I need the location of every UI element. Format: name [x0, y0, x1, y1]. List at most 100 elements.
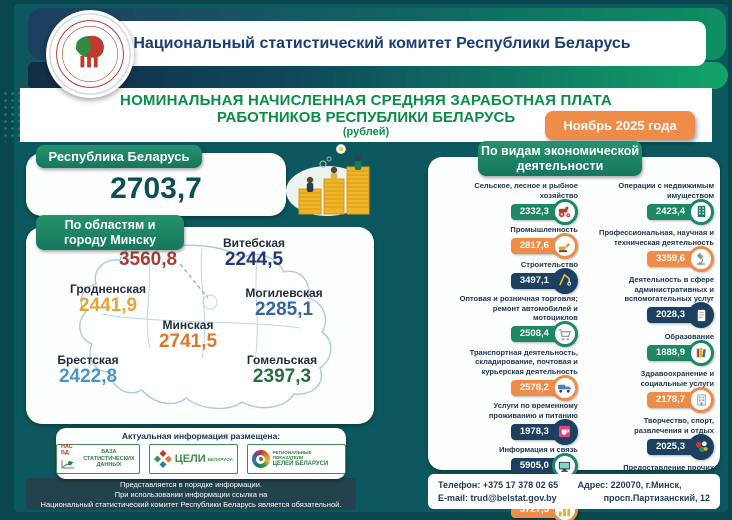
activity-label: Образование: [664, 331, 714, 341]
activities-card: Сельское, лесное и рыбное хозяйство 2332…: [428, 157, 720, 520]
activity-item: Профессиональная, научная и техническая …: [582, 228, 714, 272]
activity-item: Строительство 3497,1: [434, 259, 578, 294]
contact-address-line2: просп.Партизанский, 12: [603, 492, 710, 503]
header-title-bar: Национальный статистический комитет Респ…: [58, 21, 706, 66]
mini-chart-icon: [61, 460, 74, 469]
activity-label: Деятельность в сфере административных и …: [624, 275, 714, 303]
regional-goals-line2: ЦЕЛЕЙ БЕЛАРУСИ: [272, 460, 329, 467]
goals-sublabel: БЕЛАРУСИ: [207, 456, 233, 462]
contact-phone: Телефон: +375 17 378 02 65: [438, 480, 559, 491]
activity-value-badge: 3497,1: [510, 272, 565, 289]
region-name: Брестская: [57, 353, 119, 367]
region-brest: Брестская 2422,8: [57, 354, 118, 387]
microscope-icon: [688, 245, 714, 272]
activity-item: Транспортная деятельность, складирование…: [434, 347, 578, 401]
republic-section-badge: Республика Беларусь: [36, 145, 202, 168]
activity-label: Транспортная деятельность, складирование…: [469, 347, 578, 376]
goals-diamond-icon: [153, 450, 172, 468]
activity-value-row: 2178,7: [646, 386, 714, 413]
books-icon: [688, 339, 714, 366]
activity-value-badge: 2178,7: [646, 391, 701, 408]
region-name: Витебская: [222, 236, 286, 250]
activity-item: Информация и связь 5905,0: [434, 445, 578, 479]
activities-column-left: Сельское, лесное и рыбное хозяйство 2332…: [434, 181, 578, 520]
activity-value-row: 2025,3: [646, 433, 714, 460]
sdg-wheel-icon: [251, 450, 270, 468]
goals-belarus-logo: ЦЕЛИ БЕЛАРУСИ: [148, 444, 238, 474]
contact-address: Адрес: 220070, г.Минск, просп.Партизанск…: [578, 479, 710, 503]
activity-value-row: 1978,3: [510, 418, 578, 445]
contact-bar: Телефон: +375 17 378 02 65 E-mail: trud@…: [428, 474, 720, 509]
activity-item: Оптовая и розничная торговля; ремонт авт…: [434, 294, 578, 347]
activity-value-row: 2332,3: [510, 198, 578, 225]
region-value: 2441,9: [78, 294, 138, 316]
regional-goals-logo: РЕГИОНАЛЬНЫЕ ПОКАЗАТЕЛИ ЦЕЛЕЙ БЕЛАРУСИ: [246, 444, 346, 474]
region-minsk-oblast: Минская 2741,5: [159, 319, 217, 352]
activity-item: Сельское, лесное и рыбное хозяйство 2332…: [434, 181, 578, 225]
activity-label: Информация и связь: [499, 445, 578, 454]
coins-growth-icon: [286, 144, 370, 216]
contact-phone-email: Телефон: +375 17 378 02 65 E-mail: trud@…: [438, 479, 558, 503]
crane-icon: [551, 267, 578, 294]
activity-label: Строительство: [520, 259, 578, 269]
belstat-emblem-logo: [46, 10, 134, 98]
main-title-line2: РАБОТНИКОВ РЕСПУБЛИКИ БЕЛАРУСЬ: [216, 109, 516, 126]
activity-value-badge: 2578,2: [510, 379, 565, 396]
activity-item: Здравоохранение и социальные услуги 2178…: [582, 369, 714, 413]
info-heading: Актуальная информация размещена:: [121, 431, 281, 441]
activity-label: Творчество, спорт, развлечения и отдых: [634, 416, 714, 435]
region-value: 2422,8: [58, 365, 118, 387]
region-name: Гродненская: [70, 282, 146, 296]
activity-value-row: 2423,4: [646, 198, 714, 225]
sport-balls-icon: [688, 433, 714, 460]
activity-value-row: 3359,6: [646, 245, 714, 272]
activity-item: Деятельность в сфере административных и …: [582, 275, 714, 328]
activity-item: Услуги по временному проживанию и питани…: [434, 401, 578, 445]
food-service-icon: [551, 418, 578, 445]
activity-value-badge: 2332,3: [510, 203, 565, 220]
activities-section-badge: По видам экономической деятельности: [478, 141, 642, 176]
main-title-unit: (рублей): [342, 126, 390, 138]
republic-value: 2703,7: [110, 172, 202, 205]
region-gomel: Гомельская 2397,3: [247, 354, 317, 387]
activity-item: Творчество, спорт, развлечения и отдых 2…: [582, 416, 714, 460]
region-vitebsk: Витебская 2244,5: [223, 237, 285, 270]
activity-value-row: 2578,2: [510, 374, 578, 401]
activity-value-row: 2508,4: [510, 321, 578, 347]
activity-label: Промышленность: [510, 225, 578, 234]
logo-row: НАС БД БАЗА СТАТИСТИЧЕСКИХ ДАННЫХ ЦЕЛИ: [56, 444, 346, 474]
region-name: Могилевская: [245, 286, 323, 300]
disclaimer-line2: При использовании информации ссылка на: [114, 490, 268, 500]
activity-value-badge: 3359,6: [646, 250, 701, 267]
activity-item: Промышленность 2817,6: [434, 225, 578, 259]
disclaimer-line3: Национальный статистический комитет Респ…: [40, 500, 342, 510]
region-value: 2741,5: [158, 330, 218, 352]
contact-address-line1: Адрес: 220070, г.Минск,: [577, 480, 682, 491]
people-on-coins-illustration: [283, 139, 375, 218]
activity-value-badge: 1978,3: [510, 423, 565, 440]
regions-map-card: г.Минск 3560,8 Витебская 2244,5 Гродненс…: [26, 227, 374, 424]
org-name: Национальный статистический комитет Респ…: [133, 34, 631, 52]
activity-value-badge: 2423,4: [646, 203, 701, 220]
activity-value-badge: 2508,4: [510, 326, 565, 342]
activity-item: Образование 1888,9: [582, 331, 714, 366]
main-title-line1: НОМИНАЛЬНАЯ НАЧИСЛЕННАЯ СРЕДНЯЯ ЗАРАБОТН…: [120, 92, 612, 109]
activity-value-row: 2028,3: [646, 302, 714, 328]
region-value: 2244,5: [224, 248, 284, 270]
activity-label: Здравоохранение и социальные услуги: [640, 369, 714, 388]
activity-value-badge: 2028,3: [646, 307, 701, 323]
region-value: 3560,8: [118, 248, 178, 270]
disclaimer-bar: Представляется в порядке информации. При…: [26, 478, 356, 510]
emblem-icon: [49, 13, 131, 95]
cart-icon: [551, 321, 578, 347]
region-mogilev: Могилевская 2285,1: [245, 287, 322, 320]
activity-value-badge: 2025,3: [646, 438, 701, 455]
building-icon: [688, 198, 714, 225]
activity-value-row: 2817,6: [510, 233, 578, 259]
region-value: 2397,3: [252, 365, 312, 387]
contact-email: E-mail: trud@belstat.gov.by: [438, 492, 557, 503]
activity-value-badge: 5905,0: [510, 458, 565, 474]
activity-label: Оптовая и розничная торговля; ремонт авт…: [459, 294, 578, 322]
activity-value-badge: 1888,9: [646, 344, 701, 361]
regional-goals-line1: РЕГИОНАЛЬНЫЕ ПОКАЗАТЕЛИ: [272, 449, 312, 461]
